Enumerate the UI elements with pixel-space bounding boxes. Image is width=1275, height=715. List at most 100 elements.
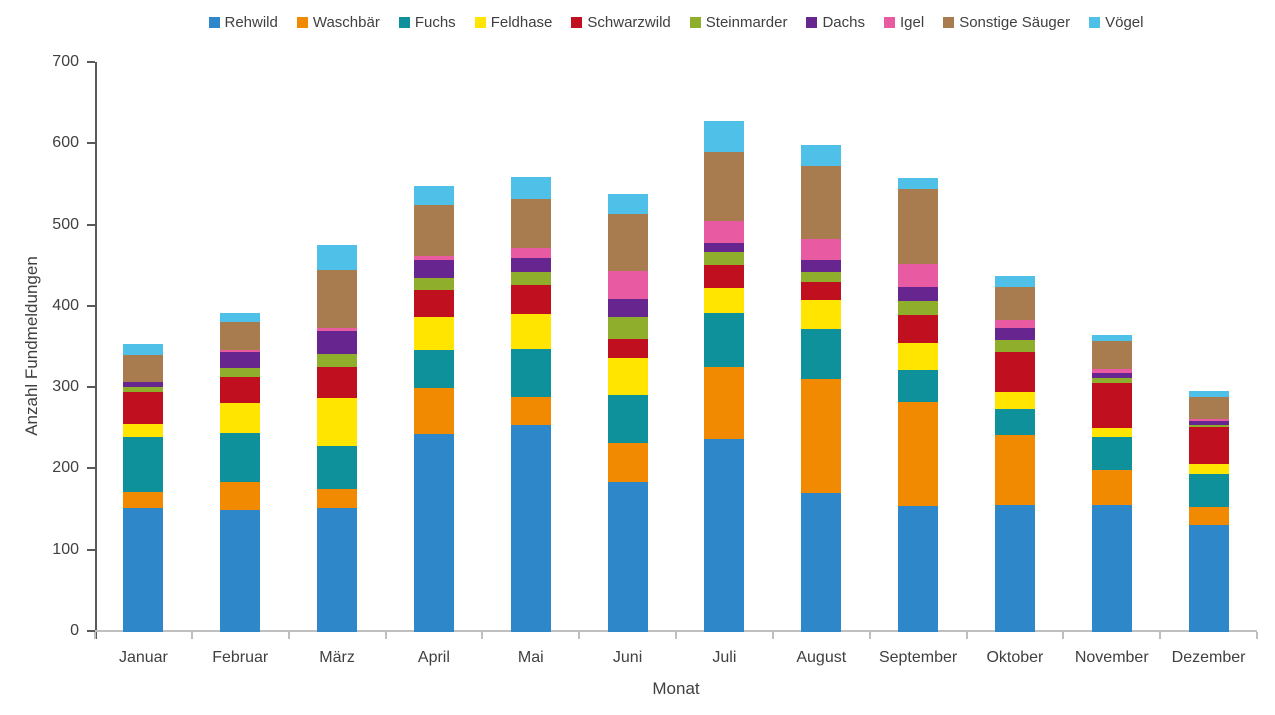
bar-segment bbox=[607, 394, 648, 443]
legend-item: Steinmarder bbox=[689, 14, 787, 31]
bar-segment bbox=[413, 278, 454, 290]
bar-segment bbox=[317, 270, 358, 328]
y-axis-tick bbox=[87, 304, 95, 307]
bar-segment bbox=[1091, 335, 1132, 341]
bar-segment bbox=[801, 145, 842, 167]
bar-segment bbox=[317, 507, 358, 632]
bar-segment bbox=[317, 354, 358, 368]
bar-segment bbox=[607, 317, 648, 340]
y-axis-title: Anzahl Fundmeldungen bbox=[22, 256, 41, 436]
bar-segment bbox=[220, 481, 261, 511]
bar-segment bbox=[413, 259, 454, 279]
legend-label: Schwarzwild bbox=[587, 13, 671, 31]
bar-segment bbox=[317, 367, 358, 398]
legend-label: Fuchs bbox=[414, 13, 456, 31]
bar-segment bbox=[413, 434, 454, 632]
legend-label: Sonstige Säuger bbox=[959, 13, 1071, 31]
x-axis-tick bbox=[384, 632, 387, 639]
bar-segment bbox=[317, 445, 358, 489]
bar-segment bbox=[898, 287, 939, 302]
x-tick-label: Dezember bbox=[1171, 649, 1246, 666]
x-axis-tick bbox=[965, 632, 968, 639]
bar-segment bbox=[1188, 463, 1229, 474]
bar-segment bbox=[898, 177, 939, 189]
x-axis-line bbox=[95, 630, 1257, 632]
bar-segment bbox=[413, 289, 454, 317]
bar-segment bbox=[510, 176, 551, 199]
bar-segment bbox=[704, 264, 745, 289]
bar-segment bbox=[123, 423, 164, 437]
bar-segment bbox=[801, 379, 842, 494]
x-tick-label: Oktober bbox=[986, 649, 1044, 666]
legend-swatch-schwarzwild bbox=[571, 16, 583, 28]
bar-segment bbox=[801, 300, 842, 329]
bar-segment bbox=[898, 506, 939, 632]
bar-segment bbox=[898, 301, 939, 315]
bar-segment bbox=[801, 493, 842, 632]
x-axis-tick bbox=[675, 632, 677, 639]
bar-segment bbox=[413, 349, 454, 389]
bar-segment bbox=[1091, 505, 1132, 632]
bar-oktober bbox=[994, 62, 1035, 632]
bar-segment bbox=[607, 442, 648, 482]
y-tick-label: 300 bbox=[52, 378, 79, 396]
bar-segment bbox=[123, 492, 164, 508]
bar-segment bbox=[413, 185, 454, 206]
bar-segment bbox=[1091, 341, 1132, 369]
bar-segment bbox=[994, 275, 1035, 287]
legend-label: Rehwild bbox=[224, 13, 278, 31]
bar-segment bbox=[510, 247, 551, 259]
x-tick-label: Mai bbox=[517, 649, 544, 666]
bar-segment bbox=[413, 316, 454, 350]
bar-segment bbox=[1091, 383, 1132, 428]
bar-segment bbox=[994, 409, 1035, 436]
legend-item: Schwarzwild bbox=[571, 13, 671, 31]
legend-swatch-rehwild bbox=[208, 16, 220, 28]
bar-segment bbox=[801, 166, 842, 240]
chart-legend: Rehwild Waschbär Fuchs Feldhase Schwarzwild S… bbox=[95, 10, 1257, 34]
legend-swatch-steinmarder bbox=[689, 16, 701, 28]
bar-segment bbox=[1188, 391, 1229, 398]
bar-segment bbox=[510, 271, 551, 285]
bar-segment bbox=[994, 319, 1035, 328]
bar-segment bbox=[220, 376, 261, 403]
x-tick-label: Juni bbox=[612, 649, 643, 666]
bar-segment bbox=[510, 284, 551, 315]
bar-segment bbox=[704, 151, 745, 221]
bar-segment bbox=[220, 432, 261, 482]
bar-märz bbox=[317, 62, 358, 632]
bar-juni bbox=[607, 62, 648, 632]
x-axis-tick bbox=[1256, 632, 1258, 639]
bar-segment bbox=[317, 488, 358, 508]
bar-juli bbox=[704, 62, 745, 632]
legend-label: Igel bbox=[900, 13, 925, 31]
bar-segment bbox=[607, 271, 648, 299]
legend-item: Dachs bbox=[806, 14, 865, 31]
bar-segment bbox=[123, 381, 164, 387]
x-tick-label: März bbox=[319, 649, 355, 666]
bar-segment bbox=[994, 352, 1035, 393]
bar-segment bbox=[1091, 436, 1132, 471]
bar-segment bbox=[1188, 524, 1229, 632]
legend-label: Waschbär bbox=[312, 13, 380, 31]
legend-item: Sonstige Säuger bbox=[943, 14, 1070, 31]
bar-segment bbox=[704, 439, 745, 632]
y-axis-tick bbox=[87, 630, 95, 632]
bar-segment bbox=[317, 245, 358, 271]
bar-mai bbox=[510, 62, 551, 632]
bar-segment bbox=[898, 401, 939, 507]
bar-februar bbox=[220, 62, 261, 632]
bar-segment bbox=[123, 436, 164, 493]
legend-item: Fuchs bbox=[398, 13, 456, 31]
bar-segment bbox=[510, 314, 551, 350]
bar-segment bbox=[1091, 427, 1132, 437]
bar-segment bbox=[1188, 473, 1229, 507]
legend-label: Feldhase bbox=[490, 13, 553, 31]
y-tick-label: 0 bbox=[70, 622, 79, 639]
bar-segment bbox=[994, 340, 1035, 353]
bar-segment bbox=[123, 344, 164, 355]
x-tick-label: Juli bbox=[712, 649, 737, 666]
x-axis-tick bbox=[578, 632, 581, 639]
bar-segment bbox=[994, 328, 1035, 341]
legend-item: Waschbär bbox=[296, 13, 380, 31]
